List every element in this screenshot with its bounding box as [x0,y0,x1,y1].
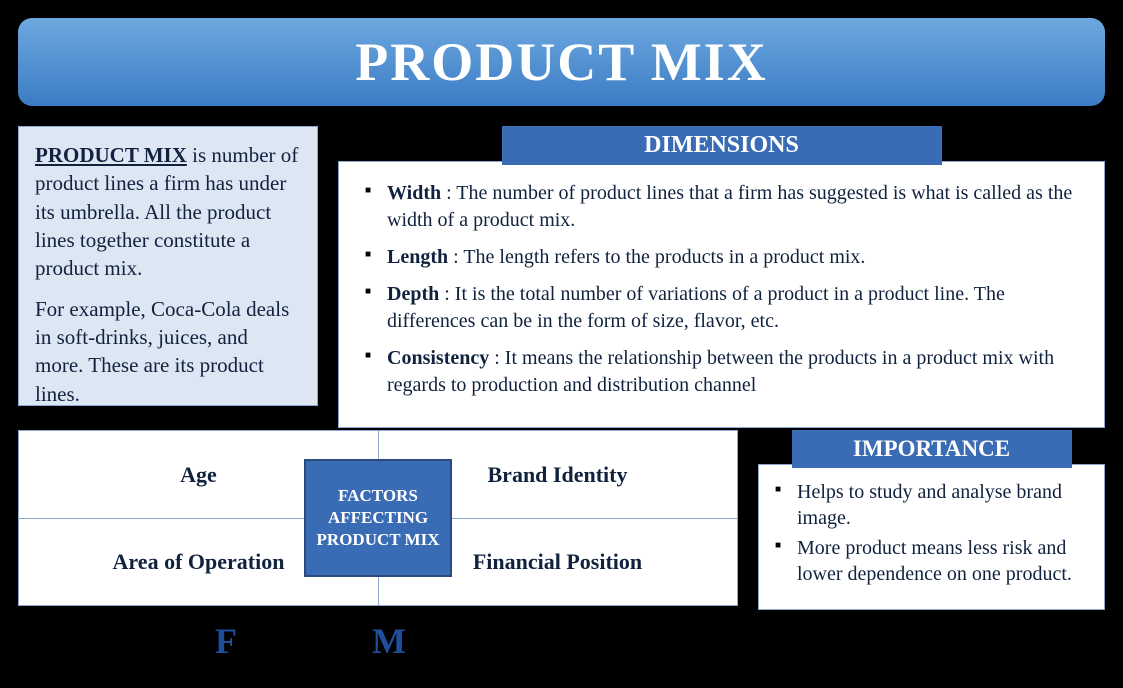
importance-item: More product means less risk and lower d… [775,535,1088,587]
importance-section: IMPORTANCE Helps to study and analyse br… [758,430,1105,610]
dimension-text: : The number of product lines that a fir… [387,182,1072,231]
importance-item: Helps to study and analyse brand image. [775,479,1088,531]
dimension-label: Width [387,182,441,204]
dimension-text: : It is the total number of variations o… [387,283,1005,332]
dimension-item: Width : The number of product lines that… [365,180,1078,234]
title-banner: PRODUCT MIX [18,18,1105,106]
dimensions-body: Width : The number of product lines that… [338,161,1105,428]
dimension-label: Depth [387,283,439,305]
dimension-item: Consistency : It means the relationship … [365,345,1078,399]
dimension-item: Length : The length refers to the produc… [365,244,1078,271]
importance-body: Helps to study and analyse brand image. … [758,464,1105,610]
definition-box: PRODUCT MIX is number of product lines a… [18,126,318,406]
importance-list: Helps to study and analyse brand image. … [775,479,1088,587]
dimensions-list: Width : The number of product lines that… [365,180,1078,399]
definition-term: PRODUCT MIX [35,143,187,167]
page-title: PRODUCT MIX [355,31,768,93]
factors-grid: Age Brand Identity Area of Operation Fin… [18,430,738,606]
dimensions-header: DIMENSIONS [502,126,942,165]
dimension-text: : The length refers to the products in a… [448,246,865,268]
footer-letter-f: F [215,620,237,662]
importance-header: IMPORTANCE [792,430,1072,468]
definition-paragraph: PRODUCT MIX is number of product lines a… [35,141,301,283]
dimension-label: Length [387,246,448,268]
footer-letter-m: M [372,620,406,662]
dimension-label: Consistency [387,347,489,369]
definition-example: For example, Coca-Cola deals in soft-dri… [35,295,301,408]
factors-center-label: FACTORS AFFECTING PRODUCT MIX [304,459,452,577]
dimension-item: Depth : It is the total number of variat… [365,281,1078,335]
dimensions-section: DIMENSIONS Width : The number of product… [338,126,1105,428]
